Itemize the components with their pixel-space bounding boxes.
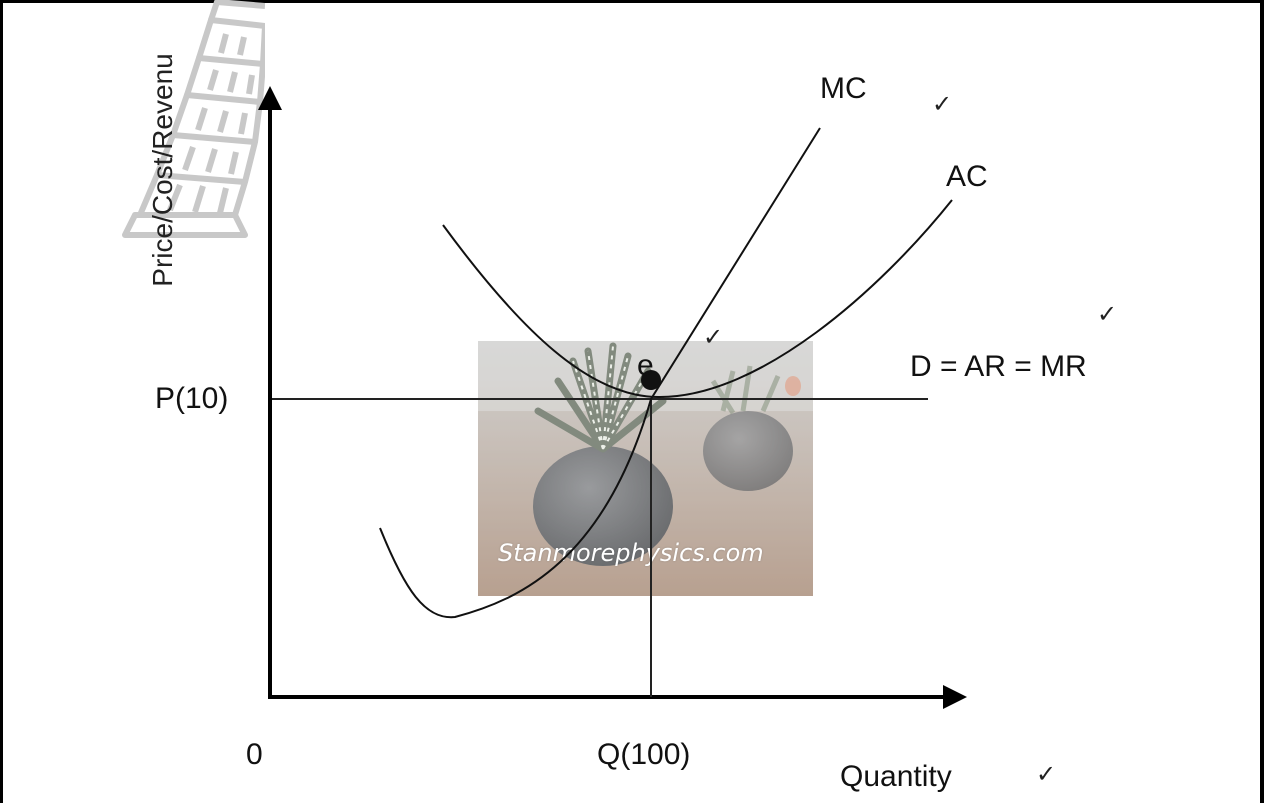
check-icon: ✓	[1097, 300, 1118, 328]
mc-label: MC	[820, 72, 867, 105]
ac-label: AC	[946, 160, 988, 193]
origin-label: 0	[246, 738, 263, 771]
check-icon: ✓	[932, 90, 953, 118]
frame-right-border	[1260, 0, 1264, 803]
leaning-tower-icon	[122, 0, 265, 238]
ac-curve	[442, 199, 953, 399]
equilibrium-label: e	[637, 349, 654, 382]
quantity-value-label: Q(100)	[597, 738, 691, 771]
mc-curve	[379, 127, 821, 619]
frame-top-border	[0, 0, 1264, 3]
price-label: P(10)	[155, 382, 229, 415]
watermark-site-text: Stanmorephysics.com	[498, 539, 764, 567]
check-icon: ✓	[703, 323, 724, 351]
y-axis-label: Price/Cost/Revenu	[147, 53, 178, 287]
equilibrium-point	[641, 370, 661, 390]
demand-label: D = AR = MR	[910, 350, 1087, 383]
frame-left-border	[0, 0, 3, 803]
check-icon: ✓	[1036, 760, 1057, 788]
x-axis-label: Quantity	[840, 760, 952, 793]
